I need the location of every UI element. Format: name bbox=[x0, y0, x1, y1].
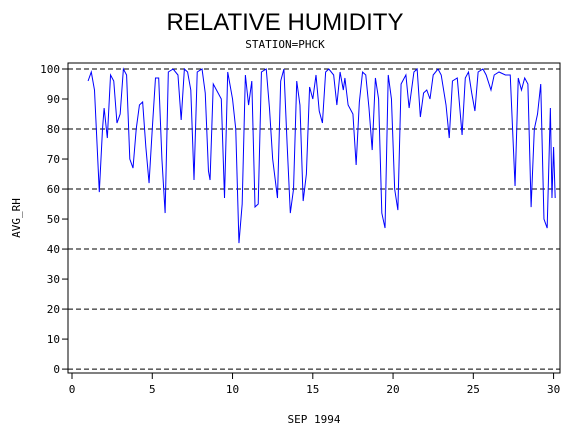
plot-frame bbox=[67, 62, 561, 374]
y-tick-label: 90 bbox=[47, 93, 60, 106]
y-tick-label: 100 bbox=[40, 63, 60, 76]
x-tick-label: 20 bbox=[386, 383, 399, 396]
y-tick-label: 80 bbox=[47, 123, 60, 136]
y-tick-label: 50 bbox=[47, 213, 60, 226]
y-tick-label: 60 bbox=[47, 183, 60, 196]
x-tick-label: 10 bbox=[226, 383, 239, 396]
chart-title: RELATIVE HUMIDITY bbox=[167, 9, 404, 36]
data-line bbox=[87, 67, 556, 244]
x-axis-label: SEP 1994 bbox=[288, 413, 341, 426]
y-tick-label: 70 bbox=[47, 153, 60, 166]
x-tick-label: 5 bbox=[149, 383, 156, 396]
x-tick-label: 25 bbox=[467, 383, 480, 396]
chart-subtitle: STATION=PHCK bbox=[245, 38, 325, 51]
y-tick-label: 10 bbox=[47, 333, 60, 346]
y-tick-label: 20 bbox=[47, 303, 60, 316]
y-tick-label: 30 bbox=[47, 273, 60, 286]
y-tick-label: 40 bbox=[47, 243, 60, 256]
y-tick-label: 0 bbox=[53, 363, 60, 376]
x-tick-label: 0 bbox=[69, 383, 76, 396]
x-tick-label: 15 bbox=[306, 383, 319, 396]
y-axis-label: AVG_RH bbox=[10, 198, 23, 238]
x-tick-label: 30 bbox=[547, 383, 560, 396]
